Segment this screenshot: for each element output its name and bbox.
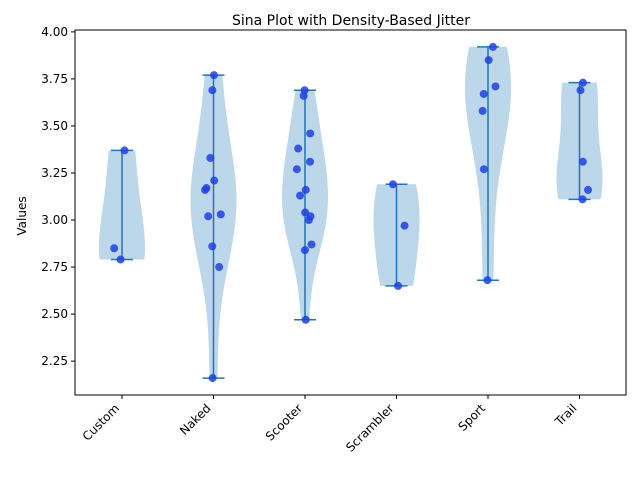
plot-frame <box>74 29 627 396</box>
data-point <box>116 255 125 264</box>
data-point <box>301 315 310 324</box>
y-tick-label: 3.00 <box>41 213 68 227</box>
data-point <box>307 240 316 249</box>
violin-layer <box>99 46 603 379</box>
y-tick-label: 2.75 <box>41 260 68 274</box>
data-point <box>208 374 217 383</box>
data-point <box>201 185 210 194</box>
data-point <box>578 195 587 204</box>
data-point <box>120 146 129 155</box>
data-point <box>306 129 315 138</box>
data-point <box>215 263 224 272</box>
data-point <box>584 185 593 194</box>
data-point <box>299 91 308 100</box>
y-tick-label: 2.50 <box>41 307 68 321</box>
y-axis: 2.25 2.50 2.75 3.00 3.25 3.50 3.75 4.00 <box>41 25 75 368</box>
data-point <box>304 216 313 225</box>
y-tick-label: 3.75 <box>41 72 68 86</box>
points-layer <box>110 42 593 383</box>
data-point <box>296 191 305 200</box>
y-tick-label: 3.50 <box>41 119 68 133</box>
data-point <box>484 56 493 65</box>
data-point <box>208 242 217 251</box>
data-point <box>576 86 585 95</box>
y-tick-label: 2.25 <box>41 354 68 368</box>
y-tick-label: 4.00 <box>41 25 68 39</box>
y-axis-label: Values <box>15 196 29 235</box>
y-tick-label: 3.25 <box>41 166 68 180</box>
data-point <box>483 276 492 285</box>
data-point <box>301 185 310 194</box>
data-point <box>491 82 500 91</box>
data-point <box>110 244 119 253</box>
data-point <box>488 42 497 51</box>
data-point <box>306 157 315 166</box>
data-point <box>400 221 409 230</box>
data-point <box>300 246 309 255</box>
data-point <box>388 180 397 189</box>
data-point <box>479 89 488 98</box>
data-point <box>209 71 218 80</box>
data-point <box>394 281 403 290</box>
data-point <box>216 210 225 219</box>
data-point <box>294 144 303 153</box>
data-point <box>479 165 488 174</box>
data-point <box>478 106 487 115</box>
data-point <box>578 157 587 166</box>
chart-title: Sina Plot with Density-Based Jitter <box>232 13 470 29</box>
data-point <box>206 153 215 162</box>
data-point <box>578 78 587 87</box>
data-point <box>210 176 219 185</box>
data-point <box>208 86 217 95</box>
data-point <box>204 212 213 221</box>
data-point <box>292 165 301 174</box>
